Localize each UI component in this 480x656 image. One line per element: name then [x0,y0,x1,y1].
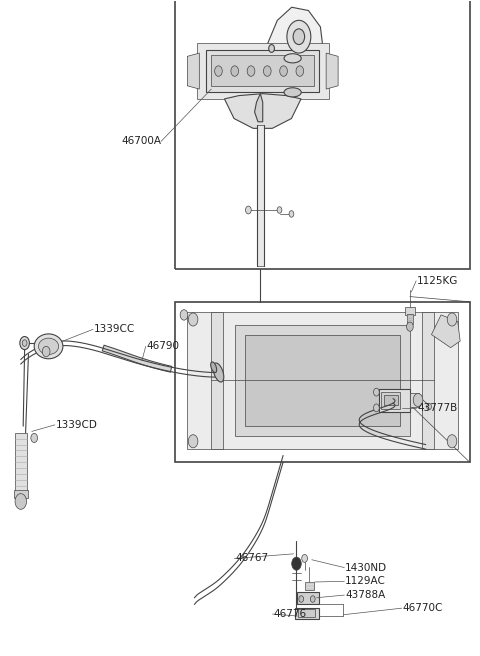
Bar [211,312,223,449]
Text: 43777B: 43777B [417,403,457,413]
Circle shape [447,313,457,326]
Bar [422,312,434,449]
Circle shape [302,554,308,562]
Text: 1129AC: 1129AC [345,577,386,586]
Circle shape [42,346,50,357]
Bar [175,0,470,269]
Ellipse shape [38,338,59,354]
Circle shape [245,206,251,214]
Bar [187,312,458,449]
Bar [384,396,398,405]
Polygon shape [197,43,328,99]
Circle shape [299,596,304,602]
Text: 46767: 46767 [235,554,268,564]
Bar [405,307,415,315]
Text: 46700A: 46700A [121,136,161,146]
Circle shape [22,340,27,346]
Circle shape [31,434,37,443]
Bar [245,335,400,426]
Ellipse shape [284,54,301,63]
Bar [407,314,413,324]
Bar [299,609,315,617]
Bar [298,592,319,604]
Ellipse shape [284,88,301,97]
Polygon shape [326,53,338,89]
Circle shape [311,596,315,602]
Text: 46770C: 46770C [403,603,443,613]
Ellipse shape [34,334,63,359]
Circle shape [296,66,304,76]
Bar [305,582,314,590]
Polygon shape [432,315,460,348]
Polygon shape [268,7,323,70]
Circle shape [373,404,379,412]
Circle shape [188,435,198,448]
Bar [175,302,470,462]
Circle shape [293,29,305,45]
Text: 46790: 46790 [147,341,180,352]
Polygon shape [187,53,199,89]
Circle shape [407,322,413,331]
Circle shape [264,66,271,76]
Ellipse shape [211,362,216,373]
Circle shape [287,20,311,53]
Circle shape [373,388,379,396]
Bar [410,394,420,407]
Bar [379,389,410,412]
Bar [13,490,28,498]
Bar [295,607,319,619]
Bar [256,125,264,266]
Circle shape [427,403,432,410]
Bar [15,433,26,495]
Circle shape [180,310,188,320]
Circle shape [247,66,255,76]
Bar [206,50,319,92]
Circle shape [231,66,239,76]
Bar [284,58,301,92]
Polygon shape [225,94,301,129]
Circle shape [215,66,222,76]
Circle shape [447,435,457,448]
Polygon shape [254,94,263,122]
Bar [381,392,400,409]
Circle shape [289,211,294,217]
Circle shape [413,394,423,407]
Circle shape [188,313,198,326]
Text: 1339CD: 1339CD [56,420,97,430]
Ellipse shape [213,363,224,382]
Text: 1125KG: 1125KG [417,276,458,286]
Circle shape [269,45,275,52]
Circle shape [15,493,26,509]
Text: 1430ND: 1430ND [345,563,387,573]
Circle shape [292,557,301,570]
Bar [211,55,314,86]
Text: 43788A: 43788A [345,590,385,600]
Circle shape [277,207,282,213]
Circle shape [280,66,288,76]
Text: 1339CC: 1339CC [94,324,135,335]
Circle shape [20,337,29,350]
Bar [235,325,410,436]
Text: 46776: 46776 [274,609,307,619]
